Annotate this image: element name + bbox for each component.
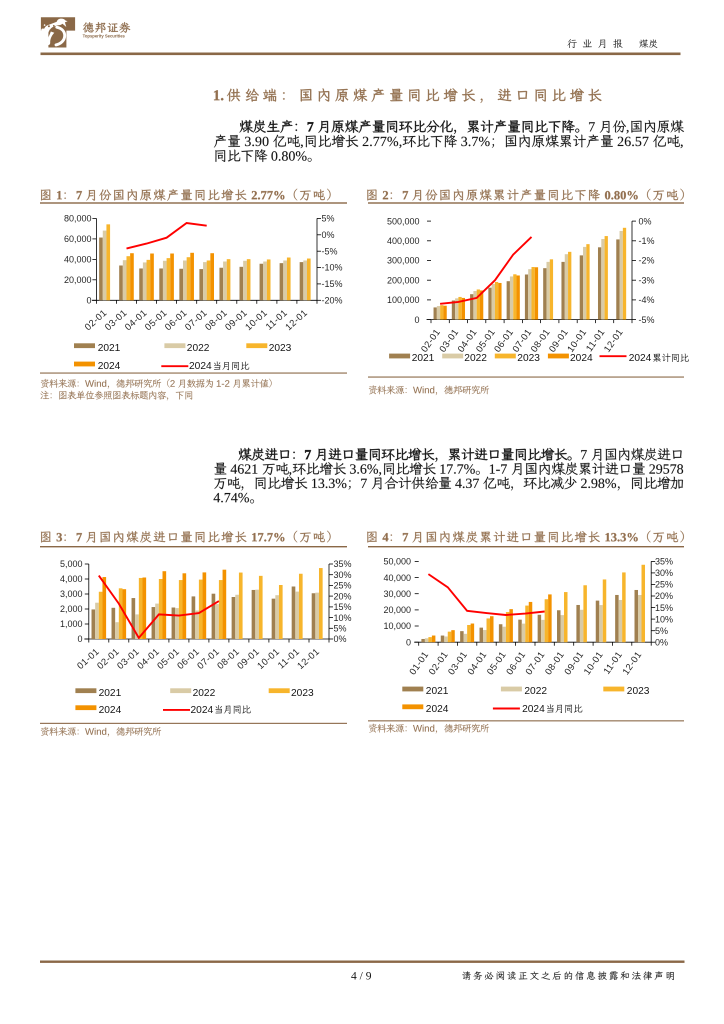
svg-text:2022: 2022	[464, 353, 487, 364]
svg-text:-4%: -4%	[639, 295, 655, 305]
svg-text:5%: 5%	[322, 214, 335, 224]
svg-text:30%: 30%	[655, 568, 673, 578]
svg-text:07-01: 07-01	[182, 307, 209, 333]
svg-text:-3%: -3%	[639, 275, 655, 285]
svg-text:1,000: 1,000	[60, 619, 83, 629]
svg-text:2021: 2021	[412, 353, 435, 364]
svg-text:04-01: 04-01	[465, 649, 489, 677]
svg-text:2024: 2024	[98, 361, 121, 372]
svg-text:10-01: 10-01	[255, 646, 282, 672]
svg-text:2023: 2023	[517, 353, 540, 364]
svg-text:10,000: 10,000	[383, 621, 411, 631]
svg-text:2024: 2024	[189, 361, 212, 372]
svg-text:12-01: 12-01	[601, 326, 625, 354]
svg-text:2024: 2024	[570, 353, 593, 364]
svg-text:-10%: -10%	[322, 263, 343, 273]
svg-text:01-01: 01-01	[407, 649, 431, 677]
svg-text:09-01: 09-01	[222, 307, 249, 333]
svg-text:2022: 2022	[524, 686, 547, 697]
svg-text:02-01: 02-01	[426, 649, 450, 677]
svg-text:-1%: -1%	[639, 236, 655, 246]
svg-text:0%: 0%	[322, 230, 335, 240]
svg-text:50,000: 50,000	[383, 557, 411, 567]
svg-text:2023: 2023	[291, 688, 314, 699]
svg-text:35%: 35%	[334, 559, 352, 569]
svg-text:10%: 10%	[655, 614, 673, 624]
svg-text:09-01: 09-01	[562, 649, 586, 677]
svg-text:30,000: 30,000	[383, 589, 411, 599]
svg-text:40,000: 40,000	[64, 255, 92, 265]
svg-text:25%: 25%	[334, 581, 352, 591]
svg-text:-20%: -20%	[322, 296, 343, 306]
svg-text:0: 0	[406, 637, 411, 647]
svg-text:-5%: -5%	[322, 246, 338, 256]
svg-text:-15%: -15%	[322, 279, 343, 289]
svg-text:0: 0	[86, 296, 91, 306]
svg-text:20,000: 20,000	[64, 275, 92, 285]
svg-text:500,000: 500,000	[387, 216, 420, 226]
svg-text:2021: 2021	[99, 688, 122, 699]
svg-text:35%: 35%	[655, 557, 673, 567]
svg-text:03-01: 03-01	[114, 646, 141, 672]
svg-text:2022: 2022	[193, 688, 216, 699]
svg-text:07-01: 07-01	[523, 649, 547, 677]
svg-text:2024: 2024	[629, 353, 652, 364]
svg-text:2021: 2021	[426, 686, 449, 697]
svg-text:10-01: 10-01	[581, 649, 605, 677]
svg-text:12-01: 12-01	[283, 307, 310, 333]
svg-text:0%: 0%	[334, 634, 347, 644]
svg-text:3,000: 3,000	[60, 589, 83, 599]
svg-text:20%: 20%	[334, 591, 352, 601]
svg-text:0: 0	[77, 634, 82, 644]
svg-text:2023: 2023	[627, 686, 650, 697]
svg-text:02-01: 02-01	[82, 307, 109, 333]
svg-text:400,000: 400,000	[387, 236, 420, 246]
svg-text:2,000: 2,000	[60, 604, 83, 614]
svg-text:2021: 2021	[98, 343, 121, 354]
svg-text:-2%: -2%	[639, 256, 655, 266]
svg-text:12-01: 12-01	[295, 646, 322, 672]
svg-text:08-01: 08-01	[542, 649, 566, 677]
svg-text:2024: 2024	[99, 705, 122, 716]
svg-text:15%: 15%	[655, 603, 673, 613]
svg-text:10-01: 10-01	[243, 307, 270, 333]
svg-text:20,000: 20,000	[383, 605, 411, 615]
svg-text:06-01: 06-01	[504, 649, 528, 677]
svg-text:40,000: 40,000	[383, 573, 411, 583]
svg-text:80,000: 80,000	[64, 214, 92, 224]
svg-text:20%: 20%	[655, 591, 673, 601]
svg-text:4 / 9: 4 / 9	[351, 971, 372, 983]
svg-text:Topsperity Securities: Topsperity Securities	[83, 34, 126, 39]
svg-text:2024: 2024	[426, 704, 449, 715]
svg-text:2022: 2022	[187, 343, 210, 354]
svg-text:60,000: 60,000	[64, 234, 92, 244]
svg-text:5%: 5%	[334, 624, 347, 634]
svg-text:2023: 2023	[269, 343, 292, 354]
svg-text:0%: 0%	[655, 637, 668, 647]
svg-text:5,000: 5,000	[60, 559, 83, 569]
svg-text:2024: 2024	[522, 704, 545, 715]
svg-text:04-01: 04-01	[122, 307, 149, 333]
svg-text:10-01: 10-01	[565, 326, 589, 354]
svg-text:25%: 25%	[655, 580, 673, 590]
svg-text:05-01: 05-01	[484, 649, 508, 677]
svg-text:15%: 15%	[334, 602, 352, 612]
svg-text:0%: 0%	[639, 216, 652, 226]
svg-text:03-01: 03-01	[445, 649, 469, 677]
svg-text:12-01: 12-01	[620, 649, 644, 677]
svg-text:0: 0	[414, 315, 419, 325]
svg-text:30%: 30%	[334, 570, 352, 580]
svg-text:100,000: 100,000	[387, 295, 420, 305]
svg-text:-5%: -5%	[639, 315, 655, 325]
svg-text:5%: 5%	[655, 626, 668, 636]
svg-text:10%: 10%	[334, 613, 352, 623]
svg-text:200,000: 200,000	[387, 275, 420, 285]
svg-text:300,000: 300,000	[387, 256, 420, 266]
svg-text:4,000: 4,000	[60, 574, 83, 584]
svg-text:2024: 2024	[191, 705, 214, 716]
svg-text:09-01: 09-01	[235, 646, 262, 672]
